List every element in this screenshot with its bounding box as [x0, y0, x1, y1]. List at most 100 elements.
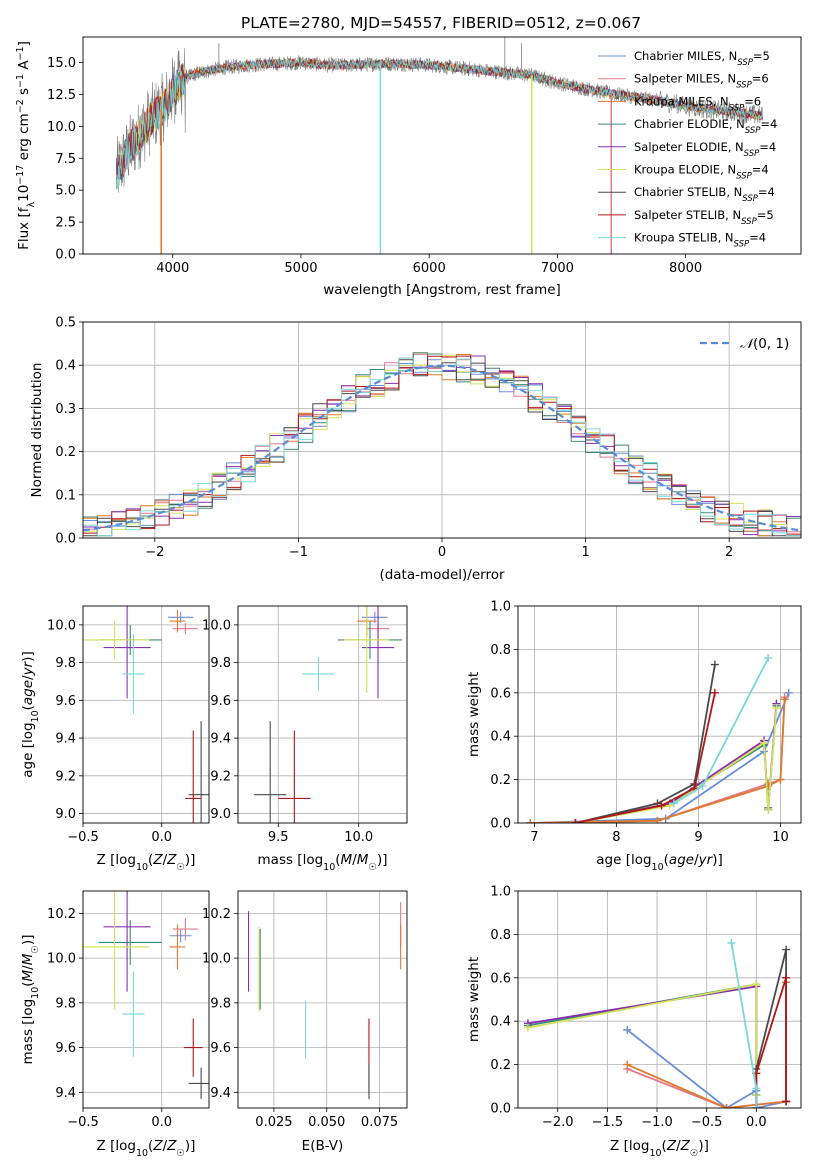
grid-lines: [82, 891, 209, 1108]
grid-lines: [238, 606, 407, 823]
legend-label: 𝒩(0, 1): [740, 336, 789, 352]
weight-marker: [710, 660, 719, 669]
y-tick-label: 9.6: [210, 694, 231, 709]
x-tick-label: −2: [145, 545, 164, 560]
weight-marker: [727, 939, 736, 948]
errorbar-salpeter_elodie: [103, 606, 151, 699]
grid-lines: [518, 890, 801, 1109]
y-tick-label: 0.6: [490, 971, 511, 986]
errorbar-kroupa_miles: [169, 924, 186, 970]
y-tick-label: 9.2: [210, 769, 231, 784]
legend-label: Salpeter MILES, NSSP=6: [634, 72, 769, 91]
y-tick-label: 10.2: [202, 907, 231, 922]
legend-label: Kroupa ELODIE, NSSP=4: [634, 163, 769, 182]
weight-marker: [698, 782, 707, 791]
weight-marker: [623, 1025, 632, 1034]
errorbar-salpeter_elodie: [103, 891, 151, 992]
y-tick-label: 9.8: [55, 996, 76, 1011]
axes-frame: [517, 605, 802, 824]
panel-age_vs_Z: −0.5 0.0 9.0 9.2 9.4 9.6 9.8 10.0 Z [log10(Z/Z☉)…: [20, 605, 210, 873]
y-tick-label: 9.6: [55, 1041, 76, 1056]
weight-marker: [772, 703, 781, 712]
weight-marker: [669, 799, 678, 808]
y-tick-label: 0.5: [55, 316, 76, 331]
errorbar-chabrier_miles: [169, 929, 192, 943]
legend-label: Salpeter STELIB, NSSP=5: [634, 208, 774, 227]
x-tick-label: 10: [772, 830, 789, 845]
y-tick-label: 9.0: [55, 807, 76, 822]
x-tick-label: −0.5: [67, 830, 99, 845]
weight-marker: [710, 688, 719, 697]
y-tick-label: 9.6: [210, 1041, 231, 1056]
legend-label: Chabrier MILES, NSSP=5: [634, 49, 770, 68]
errorbar-kroupa_elodie: [83, 621, 150, 659]
weight-marker: [722, 1104, 731, 1108]
y-axis-label: mass weight: [466, 672, 482, 757]
y-axis-label: mass [log10(M/M☉)]: [20, 935, 41, 1065]
x-tick-label: 5000: [284, 261, 317, 276]
weight-line: [755, 977, 787, 1108]
axes-frame: [82, 36, 802, 255]
weight-marker: [780, 695, 789, 704]
y-axis-label: Normed distribution: [29, 363, 45, 498]
plot-area: [523, 939, 791, 1108]
grid-lines: [238, 891, 407, 1108]
weight-marker: [623, 1060, 632, 1069]
weight-marker: [752, 1084, 761, 1093]
histogram-kroupa_stelib: [83, 357, 801, 537]
y-tick-label: 2.5: [55, 216, 76, 231]
x-tick-label: 7: [530, 830, 538, 845]
x-tick-label: −1: [289, 545, 308, 560]
errorbar-kroupa_stelib: [302, 656, 335, 691]
errorbar-kroupa_miles: [169, 609, 186, 633]
x-axis-label: Z [log10(Z/Z☉)]: [97, 1138, 196, 1159]
x-tick-label: −1.5: [592, 1115, 624, 1130]
y-tick-label: 9.6: [55, 694, 76, 709]
y-tick-label: 9.4: [55, 1086, 76, 1101]
weight-marker: [657, 801, 666, 810]
y-tick-label: 0.0: [55, 532, 76, 547]
x-tick-label: 8: [612, 830, 620, 845]
weight-line: [527, 983, 758, 1095]
legend-label: Kroupa STELIB, NSSP=4: [634, 231, 766, 250]
errorbar-kroupa_stelib: [122, 971, 145, 1057]
x-axis-label: Z [log10(Z/Z☉)]: [97, 852, 196, 873]
y-tick-label: 0.4: [55, 359, 76, 374]
legend-label: Chabrier ELODIE, NSSP=4: [634, 117, 777, 136]
plot-area: [83, 891, 209, 1100]
weight-line: [755, 949, 787, 1108]
axes-frame: [517, 890, 802, 1109]
y-tick-label: 0.0: [55, 248, 76, 263]
errorbar-salpeter_miles: [172, 917, 198, 941]
y-tick-label: 0.2: [55, 445, 76, 460]
errorbar-chabrier_stelib: [188, 1067, 209, 1100]
x-axis-label: wavelength [Angstrom, rest frame]: [323, 282, 561, 298]
errorbar-salpeter_stelib: [183, 1018, 203, 1077]
gaussian-curve: [83, 364, 801, 532]
model-spectrum-kroupa_stelib: [115, 58, 763, 190]
axes-frame: [237, 605, 408, 824]
errorbar-kroupa_elodie: [344, 606, 390, 693]
y-axis-label: Flux [fλ10−17 erg cm−2 s−1 A−1]: [15, 41, 37, 250]
legend-label: Salpeter ELODIE, NSSP=4: [634, 140, 776, 159]
weight-marker: [764, 805, 773, 814]
x-axis-label: (data-model)/error: [379, 567, 505, 583]
panel-weight_vs_Z: −2.0 −1.5 −1.0 −0.5 0.0 0.0 0.2 0.4 0.6 0.8 1.0 Z […: [466, 885, 802, 1159]
y-tick-label: 10.0: [47, 618, 76, 633]
y-tick-label: 7.5: [55, 152, 76, 167]
plot-area: [526, 654, 793, 823]
y-tick-label: 0.2: [490, 773, 511, 788]
y-tick-label: 9.4: [210, 1086, 231, 1101]
x-tick-label: 0.0: [151, 1115, 172, 1130]
weight-marker: [784, 688, 793, 697]
weight-line: [730, 942, 758, 1108]
panel-mass_vs_ebv: 0.025 0.050 0.075 9.4 9.6 9.8 10.0 10.2 E(B-V): [202, 890, 408, 1154]
y-axis-label: age [log10(age/yr)]: [20, 651, 41, 777]
spectrum-legend: Chabrier MILES, NSSP=5 Salpeter MILES, NS…: [598, 49, 777, 250]
x-tick-label: 1: [581, 545, 589, 560]
y-tick-label: 0.0: [490, 1102, 511, 1117]
x-tick-label: 8000: [669, 261, 702, 276]
y-tick-label: 9.8: [210, 996, 231, 1011]
x-tick-label: −0.5: [67, 1115, 99, 1130]
weight-series-kroupa_stelib: [669, 654, 773, 808]
